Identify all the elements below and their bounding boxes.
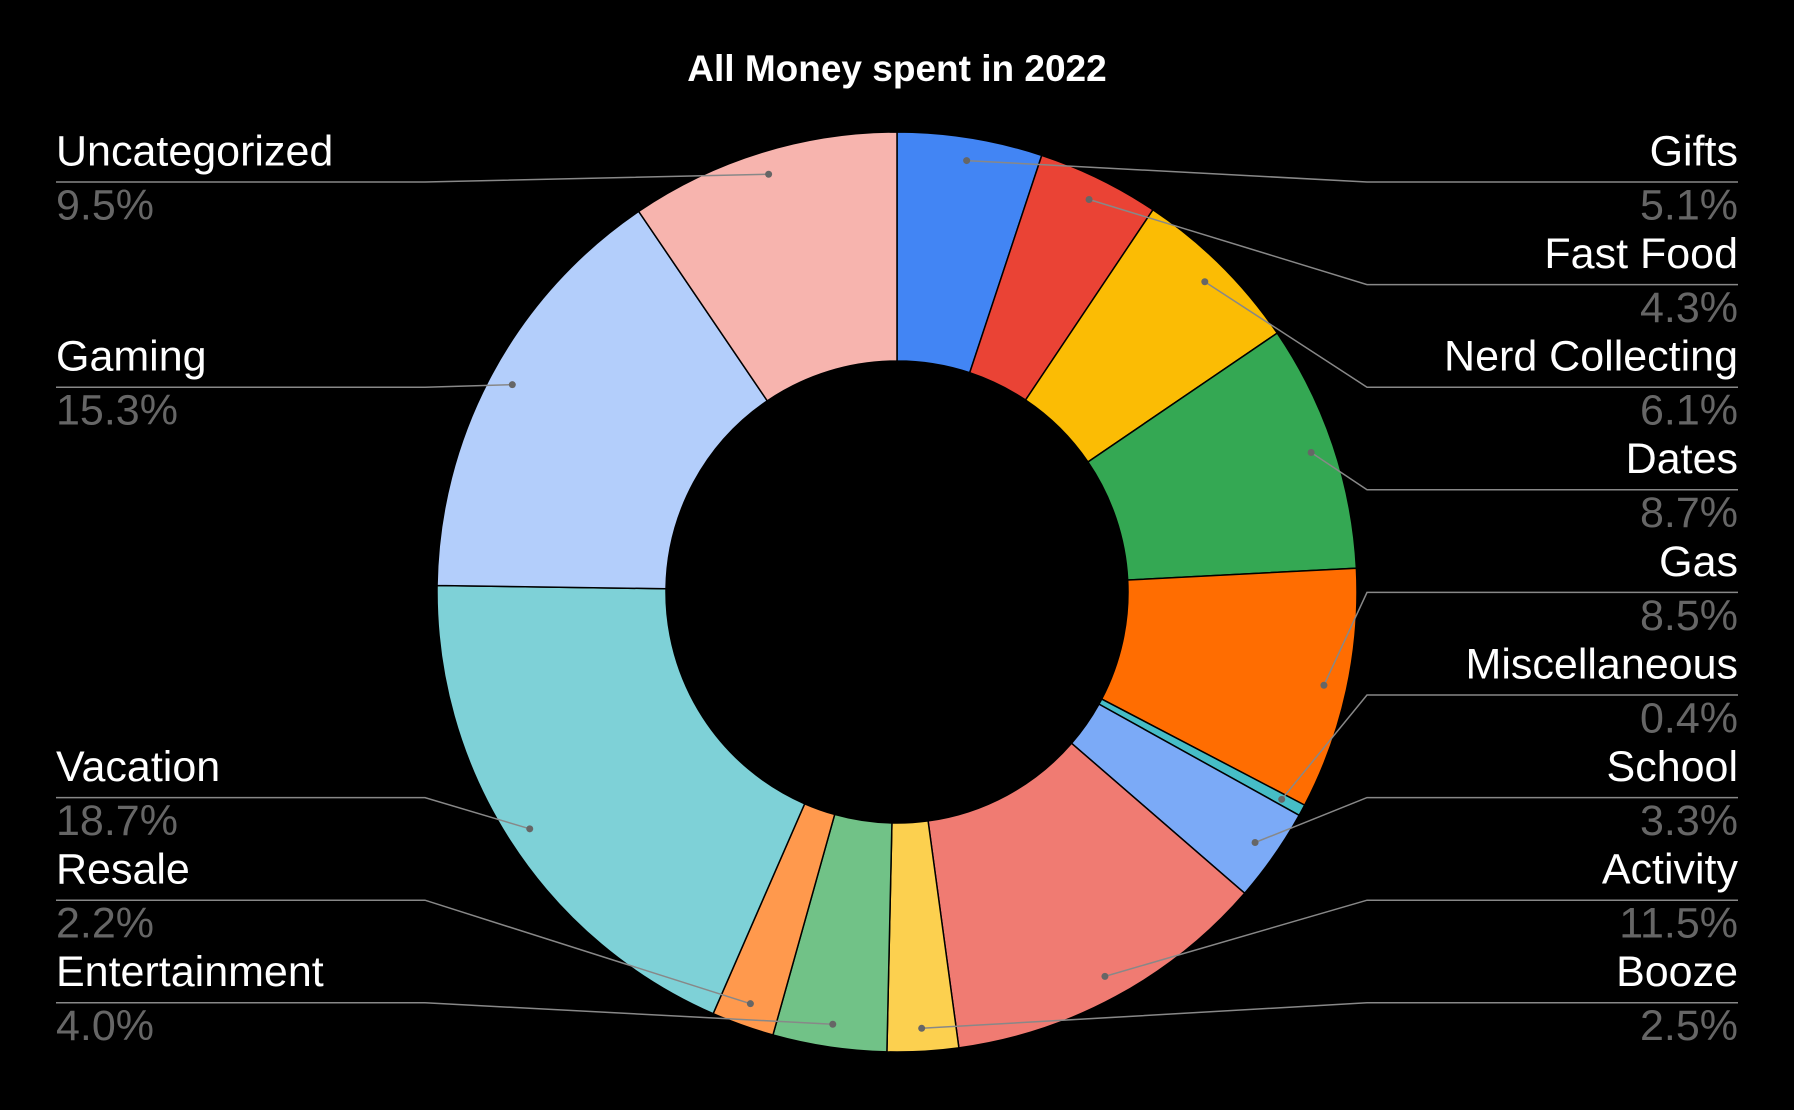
value-label: 6.1% <box>1640 387 1738 435</box>
value-label: 9.5% <box>56 181 154 229</box>
value-label: 0.4% <box>1640 694 1738 742</box>
value-label: 4.0% <box>56 1002 154 1050</box>
leader-dot <box>1085 195 1093 203</box>
leader-line <box>1088 198 1738 286</box>
donut-slice <box>436 210 769 590</box>
value-label: 18.7% <box>56 797 178 845</box>
leader-line <box>56 796 530 830</box>
leader-dot <box>1101 972 1109 980</box>
leader-line <box>921 1002 1738 1030</box>
donut-slice <box>637 131 898 402</box>
leader-dot <box>526 825 534 833</box>
leader-dot <box>918 1024 926 1032</box>
legend-label: Uncategorized <box>56 127 333 175</box>
leader-dot <box>1278 795 1286 803</box>
legend-label: Miscellaneous <box>1466 640 1738 688</box>
legend-label: Entertainment <box>56 948 324 996</box>
leader-dot <box>1307 449 1315 457</box>
leader-line <box>1281 694 1738 800</box>
legend-label: Dates <box>1626 435 1738 483</box>
leader-dot <box>765 170 773 178</box>
leader-dot <box>829 1020 837 1028</box>
leader-dot <box>1320 681 1328 689</box>
value-label: 2.2% <box>56 900 154 948</box>
legend-label: Booze <box>1616 948 1738 996</box>
leader-line <box>1254 796 1738 844</box>
donut-slice <box>436 584 806 1015</box>
value-label: 8.7% <box>1640 489 1738 537</box>
leader-dot <box>1201 278 1209 286</box>
donut-slice <box>927 742 1246 1049</box>
value-label: 8.5% <box>1640 592 1738 640</box>
legend-label: Vacation <box>56 743 220 791</box>
legend-label: Activity <box>1602 846 1739 894</box>
value-label: 4.3% <box>1640 284 1738 332</box>
leader-dot <box>963 157 971 165</box>
leader-line <box>1204 281 1738 388</box>
leader-line <box>56 899 751 1005</box>
legend-label: Nerd Collecting <box>1444 333 1738 381</box>
leader-line <box>1104 899 1738 978</box>
leader-line <box>56 383 513 388</box>
chart-title: All Money spent in 2022 <box>687 48 1106 89</box>
legend-label: Gaming <box>56 333 207 381</box>
donut-slice <box>1086 332 1358 581</box>
value-label: 2.5% <box>1640 1002 1738 1050</box>
leader-dot <box>508 381 516 389</box>
leader-line <box>1323 591 1738 686</box>
legend-label: Gas <box>1659 538 1738 586</box>
value-label: 11.5% <box>1619 900 1738 948</box>
value-label: 15.3% <box>56 387 178 435</box>
value-label: 3.3% <box>1640 797 1738 845</box>
leader-line <box>1310 451 1738 491</box>
leader-dot <box>1251 838 1259 846</box>
legend-label: Resale <box>56 846 190 894</box>
value-label: 5.1% <box>1640 181 1738 229</box>
leader-dot <box>746 1000 754 1008</box>
leader-line <box>56 173 769 183</box>
leader-line <box>966 159 1738 183</box>
legend-label: School <box>1607 743 1738 791</box>
leader-line <box>56 1002 833 1026</box>
legend-label: Gifts <box>1650 127 1738 175</box>
legend-label: Fast Food <box>1544 230 1738 278</box>
